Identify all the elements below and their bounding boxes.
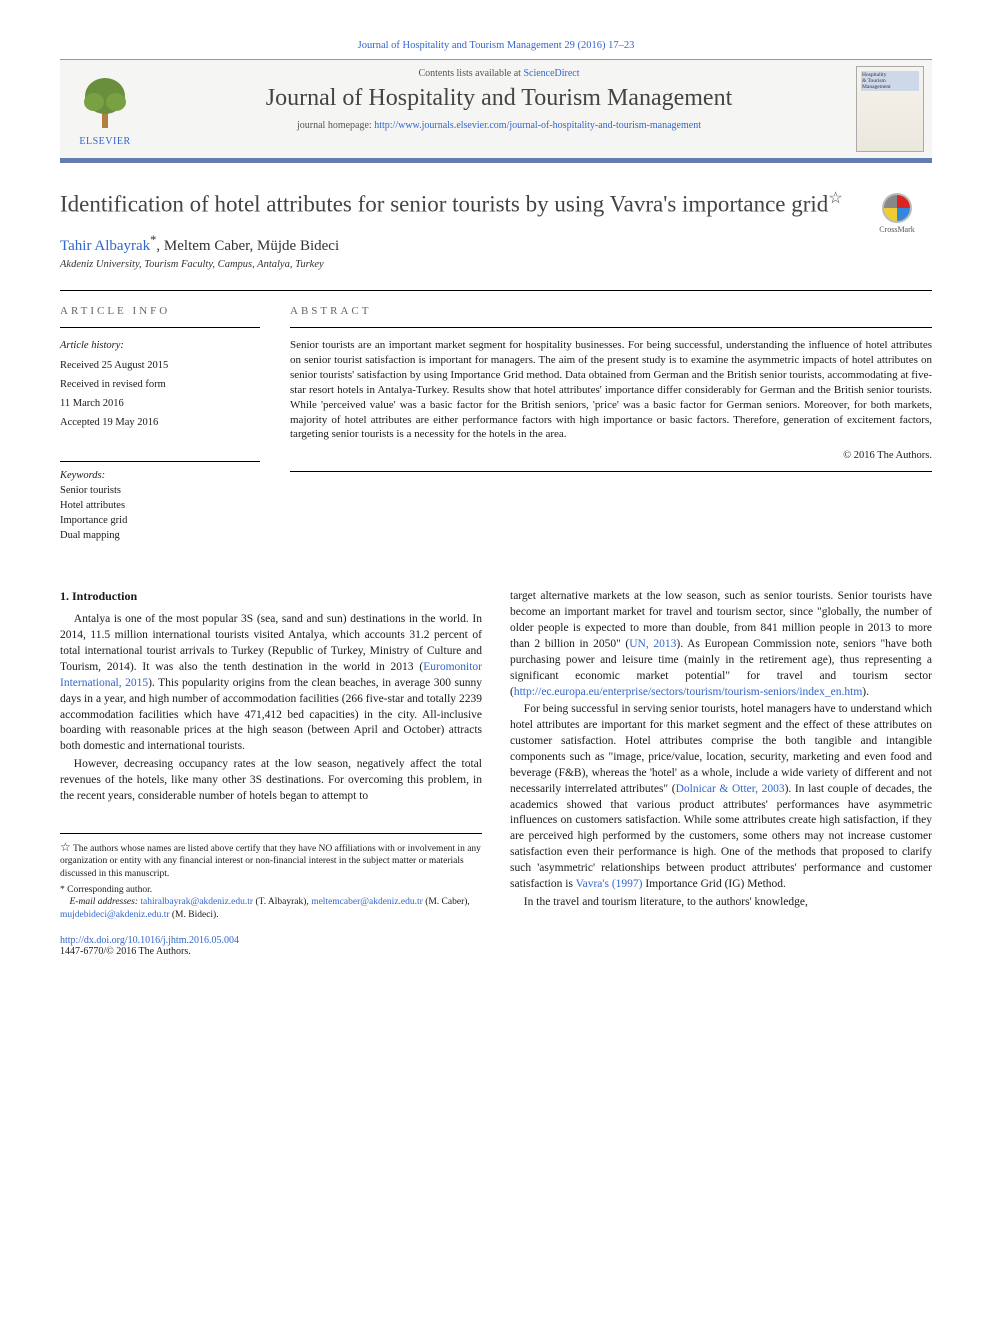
cite-vavra-1997[interactable]: Vavra's (1997) (576, 878, 643, 890)
kw-rule (60, 461, 260, 462)
journal-homepage-line: journal homepage: http://www.journals.el… (160, 120, 838, 131)
cite-dolnicar-otter[interactable]: Dolnicar & Otter, 2003 (676, 783, 785, 795)
article-header: Identification of hotel attributes for s… (60, 189, 932, 270)
paragraph-4: For being successful in serving senior t… (510, 702, 932, 892)
authors-rest: , Meltem Caber, Müjde Bideci (156, 238, 339, 254)
body-right-column: target alternative markets at the low se… (510, 589, 932, 957)
crossmark-badge[interactable]: CrossMark (862, 189, 932, 270)
homepage-prefix: journal homepage: (297, 120, 374, 131)
email-3-who: (M. Bideci). (170, 910, 219, 920)
p4-text-c: Importance Grid (IG) Method. (643, 878, 786, 890)
journal-homepage-link[interactable]: http://www.journals.elsevier.com/journal… (374, 120, 701, 131)
article-title-text: Identification of hotel attributes for s… (60, 192, 828, 217)
kw-1: Senior tourists (60, 483, 260, 498)
abstract-column: ABSTRACT Senior tourists are an importan… (290, 291, 932, 543)
email-1-who: (T. Albayrak), (253, 897, 311, 907)
affiliation: Akdeniz University, Tourism Faculty, Cam… (60, 259, 862, 270)
p4-text-b: ). In last couple of decades, the academ… (510, 783, 932, 890)
masthead-center: Contents lists available at ScienceDirec… (150, 60, 848, 158)
footnote-1-text: The authors whose names are listed above… (60, 844, 481, 879)
crossmark-label: CrossMark (879, 225, 915, 234)
footnote-affiliation: ☆ The authors whose names are listed abo… (60, 840, 482, 880)
publisher-block: ELSEVIER (60, 60, 150, 158)
history-accepted: Accepted 19 May 2016 (60, 415, 260, 430)
journal-name: Journal of Hospitality and Tourism Manag… (160, 85, 838, 112)
page: Journal of Hospitality and Tourism Manag… (0, 0, 992, 987)
body-columns: 1. Introduction Antalya is one of the mo… (60, 589, 932, 957)
abstract-rule-top (290, 327, 932, 328)
emails-label: E-mail addresses: (70, 897, 141, 907)
article-title: Identification of hotel attributes for s… (60, 189, 862, 219)
footnote-emails: E-mail addresses: tahiralbayrak@akdeniz.… (60, 896, 482, 921)
abstract-label: ABSTRACT (290, 305, 932, 317)
journal-reference: Journal of Hospitality and Tourism Manag… (60, 40, 932, 51)
authors-line: Tahir Albayrak*, Meltem Caber, Müjde Bid… (60, 233, 862, 255)
keywords-title: Keywords: (60, 470, 260, 481)
body-left-column: 1. Introduction Antalya is one of the mo… (60, 589, 482, 957)
keywords-block: Keywords: Senior tourists Hotel attribut… (60, 461, 260, 544)
email-2-who: (M. Caber), (423, 897, 470, 907)
history-revised-date: 11 March 2016 (60, 396, 260, 411)
paragraph-5: In the travel and tourism literature, to… (510, 895, 932, 911)
kw-2: Hotel attributes (60, 498, 260, 513)
crossmark-icon (882, 193, 912, 223)
kw-4: Dual mapping (60, 528, 260, 543)
abstract-body: Senior tourists are an important market … (290, 338, 932, 442)
p1-text-a: Antalya is one of the most popular 3S (s… (60, 613, 482, 673)
kw-3: Importance grid (60, 513, 260, 528)
abstract-copyright: © 2016 The Authors. (290, 450, 932, 461)
history-revised-label: Received in revised form (60, 377, 260, 392)
abstract-rule-bottom (290, 471, 932, 472)
history-received: Received 25 August 2015 (60, 358, 260, 373)
doi-block: http://dx.doi.org/10.1016/j.jhtm.2016.05… (60, 935, 482, 957)
masthead: ELSEVIER Contents lists available at Sci… (60, 59, 932, 163)
cite-un-2013[interactable]: UN, 2013 (629, 638, 676, 650)
journal-cover-thumbnail (856, 66, 924, 152)
paragraph-1: Antalya is one of the most popular 3S (s… (60, 612, 482, 755)
article-info-column: ARTICLE INFO Article history: Received 2… (60, 291, 260, 543)
cover-thumb-wrap (848, 60, 932, 158)
contents-prefix: Contents lists available at (418, 68, 523, 79)
history-title: Article history: (60, 338, 260, 353)
article-info-label: ARTICLE INFO (60, 305, 260, 317)
issn-copyright: 1447-6770/© 2016 The Authors. (60, 946, 191, 957)
footnote-star-icon: ☆ (60, 840, 71, 854)
info-rule (60, 327, 260, 328)
sciencedirect-link[interactable]: ScienceDirect (523, 68, 579, 79)
email-2[interactable]: meltemcaber@akdeniz.edu.tr (311, 897, 423, 907)
footnotes-block: ☆ The authors whose names are listed abo… (60, 833, 482, 921)
p3-text-c: ). (862, 686, 869, 698)
email-3[interactable]: mujdebideci@akdeniz.edu.tr (60, 910, 170, 920)
p4-text-a: For being successful in serving senior t… (510, 703, 932, 794)
paragraph-2: However, decreasing occupancy rates at t… (60, 757, 482, 805)
elsevier-tree-icon (78, 72, 132, 132)
author-1[interactable]: Tahir Albayrak (60, 238, 150, 254)
contents-available-line: Contents lists available at ScienceDirec… (160, 68, 838, 79)
email-1[interactable]: tahiralbayrak@akdeniz.edu.tr (140, 897, 253, 907)
section-1-heading: 1. Introduction (60, 589, 482, 604)
paragraph-3: target alternative markets at the low se… (510, 589, 932, 700)
info-abstract-row: ARTICLE INFO Article history: Received 2… (60, 291, 932, 543)
publisher-label: ELSEVIER (79, 136, 130, 147)
footnote-corresponding: * Corresponding author. (60, 884, 482, 896)
title-footnote-star: ☆ (828, 190, 842, 207)
doi-link[interactable]: http://dx.doi.org/10.1016/j.jhtm.2016.05… (60, 935, 239, 946)
ec-europa-link[interactable]: http://ec.europa.eu/enterprise/sectors/t… (514, 686, 862, 698)
